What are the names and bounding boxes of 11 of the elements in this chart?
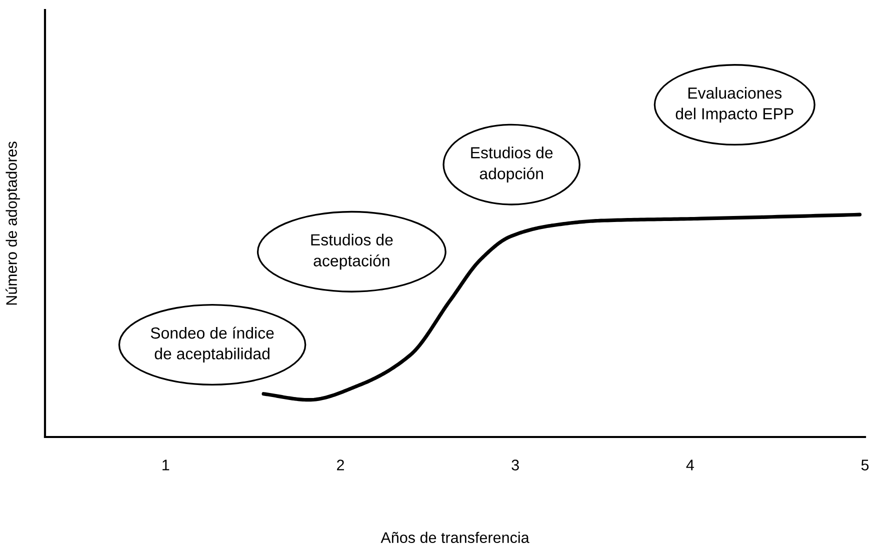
y-axis-title: Número de adoptadores (6, 142, 20, 305)
x-axis-title: Años de transferencia (380, 532, 530, 544)
x-tick-label: 5 (861, 460, 869, 470)
annotation: Sondeo de índice de aceptabilidad (150, 326, 274, 363)
text: Estudios de adopción (471, 146, 553, 182)
annotation: Estudios de aceptación (311, 234, 393, 270)
x-tick-label: 4 (686, 460, 694, 470)
text: Evaluaciones del Impacto EPP (676, 87, 794, 123)
x-tick-label: 2 (337, 460, 344, 470)
x-tick-label: 1 (162, 460, 170, 470)
x-tick-label: 3 (512, 460, 519, 470)
